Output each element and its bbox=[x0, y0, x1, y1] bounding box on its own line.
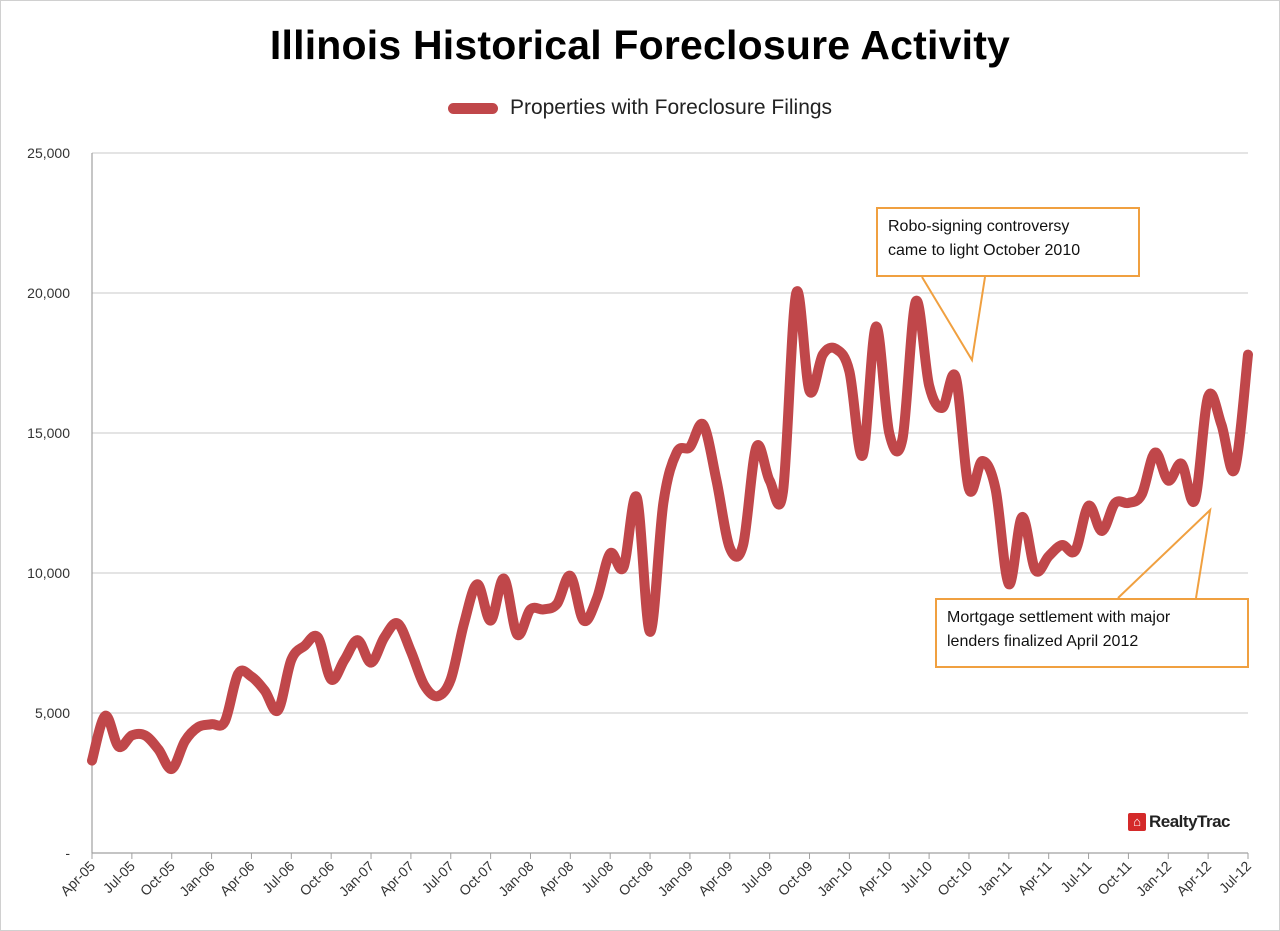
x-tick-label: Jul-12 bbox=[1216, 858, 1254, 896]
annotation-pointer bbox=[1117, 507, 1212, 599]
y-tick-label: 10,000 bbox=[27, 565, 70, 581]
x-tick-label: Oct-11 bbox=[1094, 858, 1134, 898]
y-tick-label: - bbox=[65, 845, 70, 861]
y-tick-label: 20,000 bbox=[27, 285, 70, 301]
x-tick-label: Jan-09 bbox=[654, 858, 696, 900]
legend: Properties with Foreclosure Filings bbox=[0, 96, 1280, 120]
realtytrac-logo: ⌂ RealtyTrac bbox=[1128, 812, 1231, 832]
x-tick-label: Jan-08 bbox=[495, 858, 537, 900]
x-tick-label: Apr-05 bbox=[57, 858, 98, 899]
x-tick-label: Apr-12 bbox=[1173, 858, 1214, 899]
x-tick-label: Apr-07 bbox=[376, 858, 417, 899]
x-tick-label: Jan-11 bbox=[974, 858, 1015, 899]
legend-label: Properties with Foreclosure Filings bbox=[509, 96, 833, 119]
annotation-pointer bbox=[921, 276, 986, 363]
x-tick-label: Oct-06 bbox=[296, 858, 337, 899]
annotation-line: Mortgage settlement with major bbox=[947, 609, 1171, 626]
legend-swatch bbox=[447, 102, 498, 114]
annotation-mortgage-settlement: Mortgage settlement with major lenders f… bbox=[935, 598, 1249, 668]
x-tick-label: Jul-06 bbox=[259, 858, 297, 896]
x-tick-label: Jul-05 bbox=[100, 858, 138, 896]
chart-title: Illinois Historical Foreclosure Activity bbox=[269, 22, 1011, 68]
x-tick-label: Apr-10 bbox=[854, 858, 895, 899]
y-tick-label: 15,000 bbox=[27, 425, 70, 441]
x-tick-label: Jul-10 bbox=[897, 858, 935, 896]
y-tick-label: 5,000 bbox=[35, 705, 70, 721]
x-tick-label: Jan-06 bbox=[176, 858, 218, 900]
x-tick-label: Oct-10 bbox=[934, 858, 975, 899]
logo-text: RealtyTrac bbox=[1149, 812, 1231, 831]
series-line bbox=[87, 286, 1253, 774]
x-tick-label: Jul-11 bbox=[1057, 858, 1095, 896]
annotation-line: came to light October 2010 bbox=[888, 242, 1081, 259]
x-tick-label: Apr-06 bbox=[217, 858, 258, 899]
y-tick-label: 25,000 bbox=[27, 145, 70, 161]
x-tick-label: Oct-08 bbox=[615, 858, 656, 899]
x-tick-label: Apr-11 bbox=[1015, 858, 1055, 898]
x-tick-label: Jan-10 bbox=[814, 858, 856, 900]
x-tick-label: Apr-09 bbox=[695, 858, 736, 899]
x-tick-label: Oct-05 bbox=[137, 858, 178, 899]
x-tick-label: Jan-07 bbox=[336, 858, 378, 900]
x-tick-label: Jul-07 bbox=[419, 858, 457, 896]
x-tick-label: Jan-12 bbox=[1133, 858, 1175, 900]
annotation-line: Robo-signing controversy bbox=[888, 218, 1070, 235]
x-tick-label: Jul-08 bbox=[578, 858, 616, 896]
x-tick-label: Jul-09 bbox=[737, 858, 775, 896]
house-icon: ⌂ bbox=[1128, 813, 1146, 831]
x-tick-label: Oct-07 bbox=[456, 858, 497, 899]
annotation-line: lenders finalized April 2012 bbox=[947, 633, 1139, 650]
x-tick-label: Apr-08 bbox=[535, 858, 576, 899]
annotation-robo-signing: Robo-signing controversy came to light O… bbox=[876, 207, 1140, 277]
x-tick-label: Oct-09 bbox=[775, 858, 816, 899]
